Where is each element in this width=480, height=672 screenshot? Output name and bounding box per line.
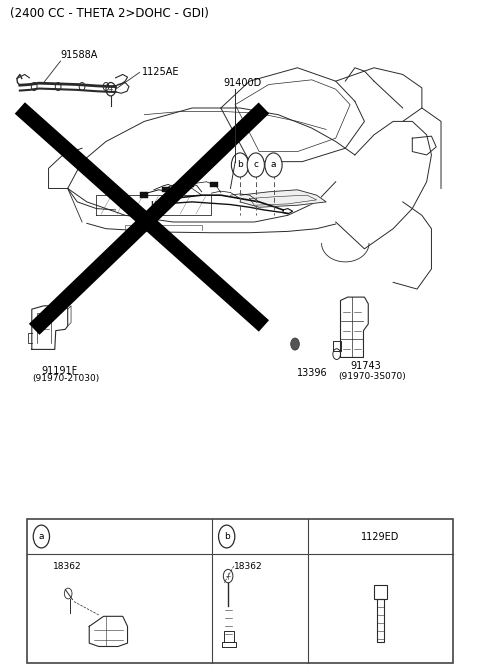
Text: 91743: 91743 (350, 362, 381, 372)
Bar (210, 181, 217, 187)
Text: b: b (237, 161, 243, 169)
Text: 1129ED: 1129ED (361, 532, 400, 542)
Circle shape (291, 338, 300, 350)
Polygon shape (240, 190, 326, 207)
Text: (91970-3S070): (91970-3S070) (338, 372, 406, 380)
Text: 1125AE: 1125AE (142, 67, 180, 77)
Text: 91588A: 91588A (60, 50, 98, 60)
Circle shape (247, 153, 264, 177)
Text: (2400 CC - THETA 2>DOHC - GDI): (2400 CC - THETA 2>DOHC - GDI) (10, 7, 209, 20)
Bar (374, 585, 387, 599)
Text: 91400D: 91400D (223, 78, 262, 88)
Bar (27, 519, 453, 663)
Text: a: a (271, 161, 276, 169)
Text: (91970-2T030): (91970-2T030) (32, 374, 99, 383)
Text: a: a (38, 532, 44, 541)
Bar (141, 192, 148, 198)
Text: 18362: 18362 (53, 562, 82, 571)
Circle shape (265, 153, 282, 177)
Text: H: H (151, 202, 157, 210)
Text: c: c (253, 161, 258, 169)
Bar (162, 187, 169, 192)
Circle shape (231, 153, 249, 177)
Bar (186, 181, 193, 187)
Text: b: b (224, 532, 229, 541)
Text: 13396: 13396 (298, 368, 328, 378)
Text: 91191F: 91191F (41, 366, 78, 376)
Bar (377, 599, 384, 642)
Text: 18362: 18362 (234, 562, 263, 571)
